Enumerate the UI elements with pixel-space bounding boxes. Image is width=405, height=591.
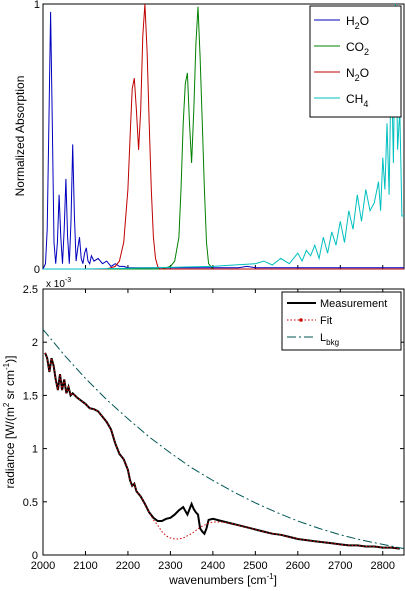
y-tick-label: 2.5: [23, 284, 38, 296]
series-line-co: [43, 6, 404, 270]
x-tick-label: 2200: [116, 560, 140, 572]
x-tick-label: 2400: [201, 560, 225, 572]
x-tick-label: 2800: [371, 560, 395, 572]
radiance-series: [42, 329, 405, 550]
absorption-series: [42, 3, 404, 270]
series-line-ch: [43, 3, 404, 270]
legend-entry: CO2: [346, 40, 369, 57]
legend-entry: N2O: [346, 66, 369, 83]
absorption-panel: 0 1 Normalized Absorption x 10-3 H2O CO2 N2…: [13, 0, 405, 290]
legend-entry: H2O: [346, 14, 369, 31]
x-tick-label: 2000: [31, 560, 55, 572]
radiance-y-label: radiance [W/(m2 sr cm-1)]: [2, 356, 17, 489]
series-line-n: [43, 3, 404, 270]
y-tick-label: 1.5: [23, 390, 38, 402]
x-tick-label: 2500: [243, 560, 267, 572]
absorption-legend: H2O CO2 N2O CH4: [309, 5, 402, 118]
x-tick-label: 2300: [158, 560, 182, 572]
x-tick-label: 2100: [73, 560, 97, 572]
radiance-legend: Measurement Fit Lbkg: [281, 291, 402, 351]
exponent-base: x 10: [46, 279, 65, 290]
y-tick-label: 1: [34, 0, 40, 11]
series-line-fit: [44, 352, 400, 550]
y-tick-label: 0.5: [23, 497, 38, 509]
series-line-h: [42, 11, 404, 270]
y-tick-label: 1: [32, 444, 38, 456]
y-tick-label: 0: [32, 550, 38, 562]
legend-entry: CH4: [346, 92, 368, 109]
radiance-ticks: 0 0.5 1 1.5 2 2.5 2000 2100 2200 2300 2400 2500 2600…: [23, 284, 404, 572]
radiance-x-label: wavenumbers [cm-1]: [168, 572, 277, 587]
y-tick-label: 0: [34, 264, 40, 276]
x-tick-label: 2700: [328, 560, 352, 572]
legend-entry: Fit: [320, 315, 332, 327]
absorption-y-label: Normalized Absorption: [13, 76, 27, 197]
radiance-panel: 0 0.5 1 1.5 2 2.5 2000 2100 2200 2300 2400 2500 2600…: [2, 284, 405, 587]
exponent-power: -3: [65, 277, 71, 284]
series-line-l: [42, 329, 405, 550]
y-tick-label: 2: [32, 337, 38, 349]
exponent-label: x 10-3: [46, 277, 71, 290]
legend-marker: [299, 318, 303, 322]
legend-entry: Measurement: [320, 298, 387, 310]
legend-entry: Lbkg: [320, 332, 339, 347]
x-tick-label: 2600: [286, 560, 310, 572]
